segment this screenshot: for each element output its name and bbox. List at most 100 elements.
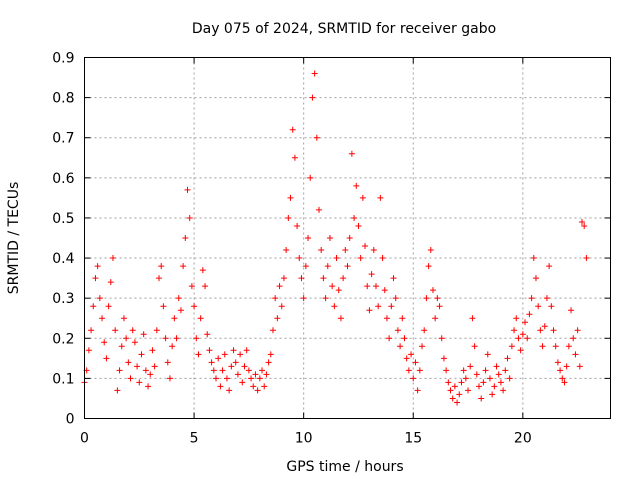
data-point: [394, 327, 401, 334]
data-point: [162, 335, 169, 342]
data-point: [129, 327, 136, 334]
data-point: [541, 323, 548, 330]
data-point: [436, 303, 443, 310]
data-point: [138, 351, 145, 358]
data-point: [342, 247, 349, 254]
data-point: [182, 235, 189, 241]
data-point: [226, 387, 233, 394]
data-point: [465, 387, 472, 394]
data-point: [307, 174, 314, 181]
data-point: [123, 335, 130, 342]
data-point: [443, 367, 450, 374]
data-point: [210, 367, 217, 374]
data-point: [180, 263, 187, 270]
data-point: [318, 247, 325, 254]
data-point: [576, 363, 583, 370]
data-point: [90, 303, 97, 310]
data-point: [280, 275, 287, 282]
data-point: [574, 327, 581, 334]
data-point: [480, 379, 487, 386]
data-point: [313, 134, 320, 141]
data-point: [175, 295, 182, 302]
data-point: [348, 150, 355, 157]
data-point: [202, 283, 209, 290]
data-point: [177, 307, 184, 314]
data-point: [344, 263, 351, 270]
data-point: [561, 379, 568, 386]
data-point: [298, 275, 305, 282]
data-point: [256, 375, 263, 382]
data-point: [267, 351, 274, 358]
data-point: [243, 347, 250, 354]
data-point: [320, 275, 327, 282]
data-point: [390, 275, 397, 282]
data-point: [324, 263, 331, 270]
data-point: [579, 218, 586, 225]
data-point: [223, 375, 230, 382]
data-point: [419, 343, 426, 350]
data-point: [136, 379, 143, 386]
data-point: [329, 283, 336, 290]
data-point: [107, 279, 114, 286]
data-point: [565, 343, 572, 350]
data-point: [528, 295, 535, 302]
data-point: [333, 255, 340, 262]
data-point: [265, 359, 272, 366]
chart-title: Day 075 of 2024, SRMTID for receiver gab…: [192, 21, 496, 37]
data-point: [355, 222, 362, 229]
plot-frame: [84, 57, 611, 419]
data-point: [151, 363, 158, 370]
data-point: [147, 371, 154, 378]
data-point: [447, 387, 454, 394]
data-point: [476, 383, 482, 390]
data-point: [164, 359, 171, 366]
data-point: [105, 303, 112, 310]
data-point: [261, 383, 268, 390]
data-point: [493, 363, 500, 370]
data-point: [346, 235, 353, 241]
data-point: [199, 267, 206, 274]
data-point: [112, 327, 119, 334]
data-point: [570, 335, 577, 342]
data-point: [383, 315, 390, 322]
data-point: [392, 295, 399, 302]
data-point: [405, 367, 412, 374]
data-point: [388, 303, 395, 310]
data-point: [460, 367, 467, 374]
data-point: [263, 371, 270, 378]
data-point: [234, 371, 241, 378]
data-point: [221, 351, 228, 358]
data-point: [142, 367, 149, 374]
data-point: [563, 363, 570, 370]
data-point: [381, 287, 388, 294]
data-point: [399, 315, 406, 322]
data-point: [375, 303, 382, 310]
data-point: [335, 287, 342, 294]
data-point: [291, 154, 298, 161]
data-point: [173, 335, 180, 342]
data-point: [423, 295, 430, 302]
x-tick-label: 10: [295, 431, 313, 447]
data-point: [134, 363, 141, 370]
data-point: [120, 315, 127, 322]
data-point: [583, 255, 590, 262]
data-point: [519, 331, 526, 338]
data-point: [416, 367, 423, 374]
data-point: [289, 126, 296, 133]
data-point: [131, 339, 138, 346]
data-point: [506, 375, 513, 382]
data-point: [522, 319, 529, 326]
y-tick-label: 0.8: [52, 91, 74, 107]
data-point: [300, 295, 307, 302]
data-point: [408, 351, 415, 358]
data-point: [554, 359, 561, 366]
data-point: [228, 363, 235, 370]
data-point: [458, 379, 465, 386]
data-point: [368, 271, 375, 278]
x-tick-label: 5: [190, 431, 199, 447]
x-axis-label: GPS time / hours: [286, 459, 403, 475]
data-point: [188, 283, 195, 290]
data-point: [213, 375, 219, 382]
data-point: [116, 367, 123, 374]
data-point: [219, 367, 226, 374]
